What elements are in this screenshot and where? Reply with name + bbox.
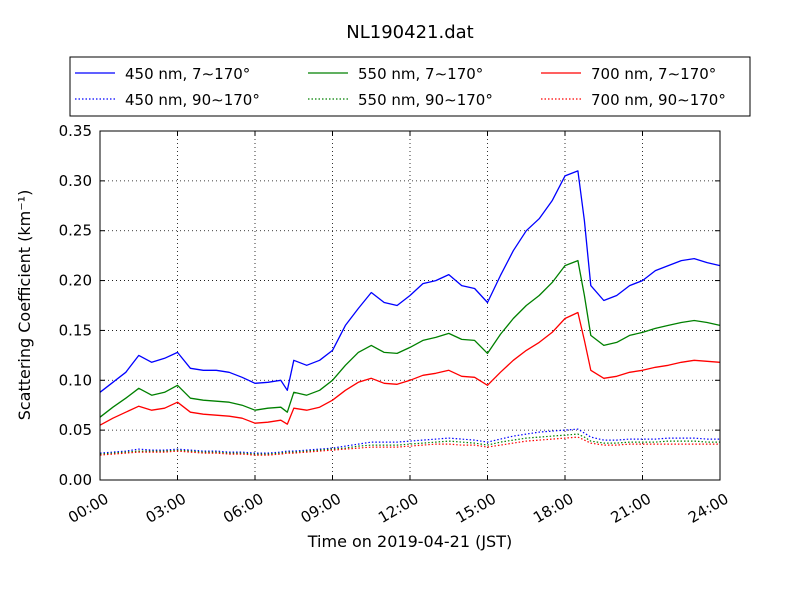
y-tick-label: 0.10 <box>59 371 92 389</box>
legend-label-4: 700 nm, 7∼170° <box>591 65 716 83</box>
chart-title: NL190421.dat <box>346 22 473 43</box>
y-tick-label: 0.20 <box>59 272 92 290</box>
x-axis-label: Time on 2019-04-21 (JST) <box>307 532 512 551</box>
y-tick-label: 0.00 <box>59 471 92 489</box>
plot-frame <box>99 130 721 481</box>
y-tick-label: 0.15 <box>59 321 92 339</box>
series-line-0 <box>99 170 721 393</box>
legend-label-5: 700 nm, 90∼170° <box>591 91 726 109</box>
series-line-5 <box>99 436 720 456</box>
legend-box <box>69 56 751 117</box>
y-tick-label: 0.05 <box>59 421 92 439</box>
grid-layer <box>100 131 720 480</box>
series-line-2 <box>99 259 721 418</box>
y-axis-label: Scattering Coefficient (km⁻¹) <box>15 190 34 421</box>
legend-label-0: 450 nm, 7∼170° <box>125 65 250 83</box>
legend-label-3: 550 nm, 90∼170° <box>358 91 493 109</box>
legend-label-2: 550 nm, 7∼170° <box>358 65 483 83</box>
plot-area <box>100 131 720 480</box>
series-layer <box>99 170 721 456</box>
y-tick-label: 0.35 <box>59 122 92 140</box>
legend-label-1: 450 nm, 90∼170° <box>125 91 260 109</box>
y-tick-label: 0.30 <box>59 172 92 190</box>
legend: 450 nm, 7∼170° 450 nm, 90∼170° 550 nm, 7∼1… <box>69 56 751 117</box>
series-line-4 <box>99 311 721 426</box>
y-tick-label: 0.25 <box>59 222 92 240</box>
